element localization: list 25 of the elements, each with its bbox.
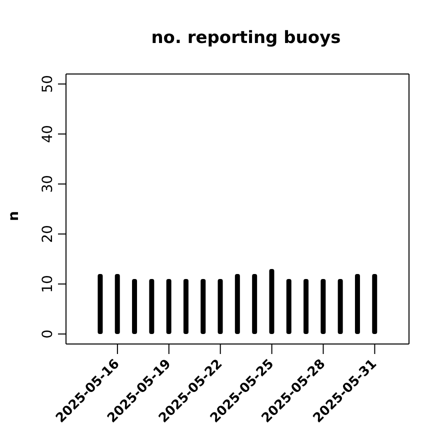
y-tick-label: 40 [40,125,56,143]
y-tick-label: 20 [40,225,56,243]
y-tick-label: 30 [40,175,56,193]
bar [320,279,326,334]
bar [269,269,274,334]
y-tick-label: 50 [40,75,56,93]
bar [234,274,240,334]
bar [149,279,154,334]
bar [252,274,258,334]
y-axis-title: n [6,210,22,222]
chart-title: no. reporting buoys [150,28,342,48]
bar [166,279,172,334]
bar [338,279,343,334]
bar [286,279,292,334]
bar [200,279,206,334]
y-tick-label: 0 [40,330,56,338]
y-tick-label: 10 [40,275,56,293]
bar [98,274,103,334]
bar [372,274,378,334]
bar [218,279,223,334]
bar [183,279,188,334]
bar [114,274,120,334]
bar [304,279,309,334]
bar [132,279,138,334]
bar [354,274,360,334]
